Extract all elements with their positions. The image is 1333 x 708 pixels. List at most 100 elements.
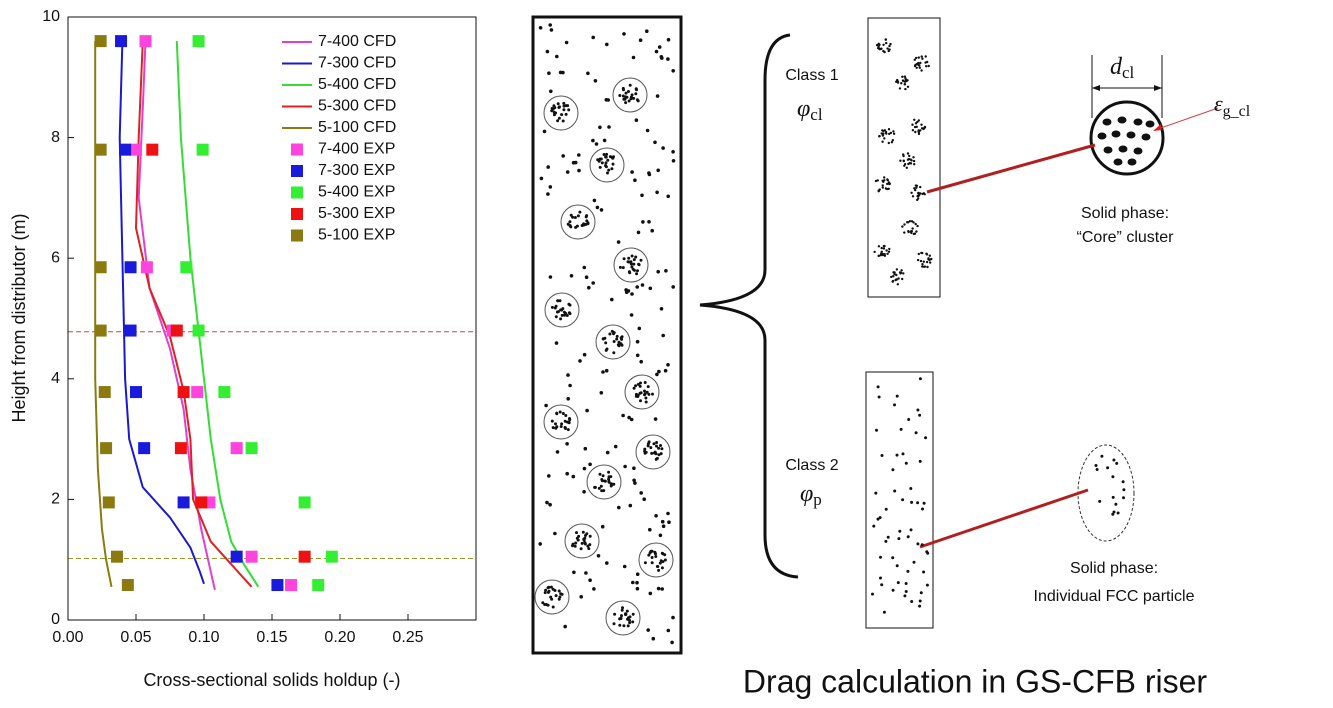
particle — [918, 66, 921, 69]
exp-point — [174, 442, 187, 455]
particle — [884, 507, 888, 511]
particle — [885, 249, 888, 252]
particle — [622, 257, 626, 261]
particle — [636, 393, 640, 397]
particle — [604, 161, 608, 165]
particle — [617, 505, 621, 510]
particle — [631, 580, 635, 585]
y-tick-label: 6 — [51, 249, 60, 266]
particle — [588, 578, 592, 582]
particle — [612, 332, 615, 336]
particle — [604, 368, 609, 373]
particle — [560, 422, 564, 426]
particle — [616, 343, 620, 347]
particle — [622, 564, 627, 569]
particle — [649, 549, 653, 553]
legend-label: 5-300 CFD — [318, 98, 396, 115]
exp-point — [139, 35, 152, 48]
cluster — [612, 77, 648, 113]
particle — [593, 485, 597, 489]
particle — [879, 555, 882, 559]
particle — [914, 188, 917, 192]
particle — [915, 230, 918, 233]
particle — [546, 603, 550, 607]
particle — [620, 614, 623, 618]
particle — [888, 44, 891, 48]
particle — [629, 313, 634, 317]
particle — [650, 556, 654, 559]
particle — [640, 283, 645, 287]
particle — [925, 253, 929, 256]
particle — [630, 265, 634, 269]
particle — [631, 55, 636, 60]
particle — [666, 628, 671, 633]
particle — [612, 351, 616, 355]
particle-region — [1077, 444, 1135, 542]
particle — [633, 178, 637, 182]
exp-point — [271, 579, 284, 592]
particle — [549, 595, 553, 599]
particle — [654, 555, 658, 558]
particle — [602, 153, 606, 156]
subscript: g_cl — [1223, 103, 1251, 120]
particle — [554, 422, 557, 426]
particle — [648, 591, 653, 596]
particle — [577, 153, 581, 157]
particle — [561, 412, 565, 415]
particle — [884, 38, 887, 41]
particle — [885, 41, 888, 45]
particle — [566, 104, 570, 108]
particle — [655, 372, 659, 377]
particle — [877, 254, 880, 258]
particle — [555, 450, 560, 454]
particle — [599, 484, 603, 488]
particle — [564, 112, 568, 116]
particle — [559, 425, 563, 428]
particle — [927, 257, 930, 260]
solid1-line1: Solid phase: — [1081, 205, 1169, 222]
y-tick-label: 0 — [51, 611, 60, 628]
subscript: cl — [1122, 63, 1135, 82]
particle — [546, 192, 550, 196]
particle — [643, 389, 646, 393]
particle — [663, 558, 667, 562]
y-tick-label: 2 — [51, 491, 60, 508]
particle — [907, 418, 911, 421]
particle — [661, 524, 666, 528]
particle — [563, 426, 567, 430]
particle — [547, 71, 551, 75]
particle — [663, 368, 668, 373]
particle — [612, 622, 616, 626]
particle — [559, 592, 563, 596]
particle — [888, 132, 891, 136]
subscript: cl — [810, 105, 823, 124]
particle — [1112, 458, 1116, 462]
particle — [627, 256, 631, 260]
particle — [658, 533, 663, 538]
particle — [922, 192, 926, 195]
particle — [584, 215, 588, 219]
core-particle — [1111, 130, 1121, 138]
particle — [656, 168, 660, 173]
particle — [660, 551, 664, 555]
particle — [602, 489, 606, 493]
particle — [582, 265, 587, 270]
particle — [556, 102, 560, 106]
particle — [545, 49, 550, 54]
particle — [555, 411, 559, 415]
particle — [926, 551, 930, 555]
particle — [882, 129, 885, 133]
x-tick-label: 0.20 — [324, 629, 355, 646]
particle — [627, 270, 631, 274]
particle — [653, 550, 657, 554]
particle — [615, 334, 619, 338]
particle — [549, 89, 553, 94]
exp-point — [230, 550, 243, 563]
particle — [578, 359, 582, 363]
particle — [892, 275, 895, 278]
particle — [582, 352, 587, 357]
particle — [568, 383, 572, 388]
particle — [643, 392, 647, 396]
particle — [595, 205, 600, 210]
particle — [877, 395, 881, 399]
